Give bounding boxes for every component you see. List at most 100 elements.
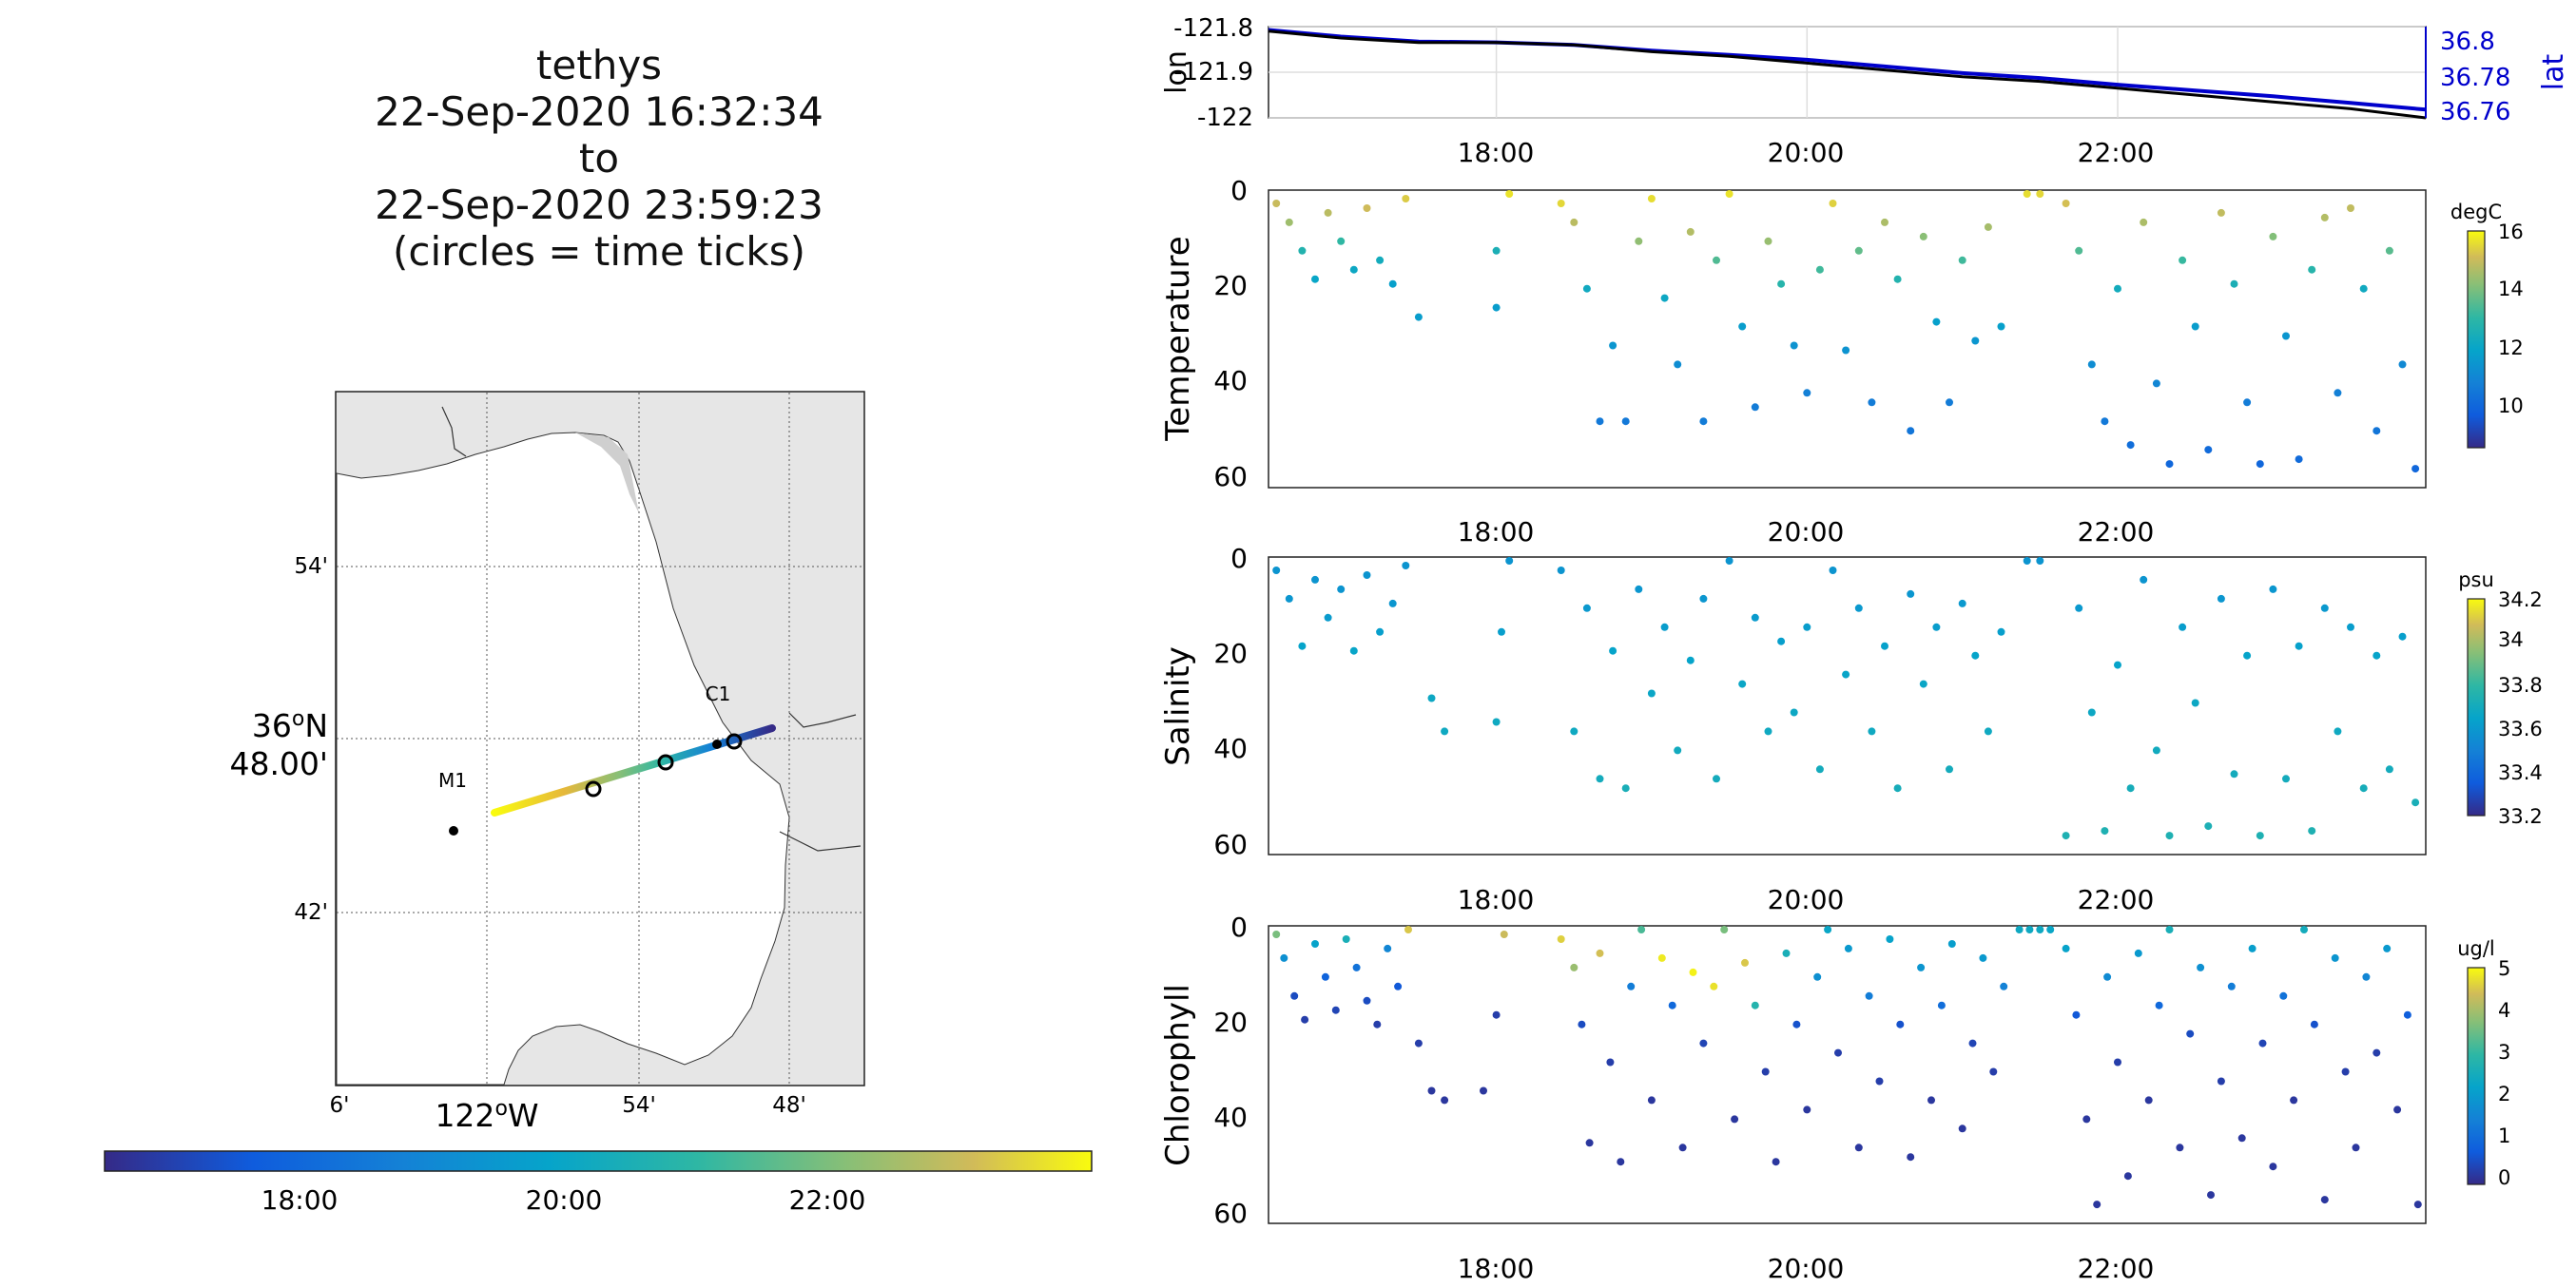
scatter-point (2256, 832, 2264, 840)
lat-y-tick: 36.8 (2440, 28, 2495, 56)
scatter-point (2144, 1096, 2153, 1105)
scatter-point (1578, 1020, 1586, 1028)
scatter-point (2176, 1144, 2184, 1152)
scatter-point (1492, 246, 1501, 255)
scatter-point (2179, 623, 2187, 631)
scatter-point (2036, 557, 2044, 565)
scatter-point (2413, 1201, 2422, 1209)
depth-tick: 0 (1230, 543, 1248, 574)
colorbar-tick: 33.6 (2498, 718, 2543, 740)
scatter-point (2320, 1196, 2329, 1204)
scatter-point (2334, 727, 2342, 736)
coastline-shading (575, 433, 639, 513)
map-lon-label: 6' (330, 1093, 350, 1118)
scatter-point (1958, 599, 1966, 607)
salinity-points (1272, 557, 2420, 840)
x-tick: 18:00 (1458, 516, 1535, 548)
map-title-line: tethys (535, 42, 663, 88)
x-tick: 18:00 (1458, 884, 1535, 915)
depth-tick: 20 (1213, 638, 1248, 669)
temperature-colorbar (2467, 230, 2486, 449)
depth-tick: 0 (1230, 912, 1248, 943)
scatter-point (1557, 935, 1565, 943)
chlorophyll-colorbar (2467, 967, 2486, 1185)
scatter-point (2046, 926, 2055, 933)
scatter-point (2155, 1001, 2163, 1009)
scatter-point (2101, 827, 2109, 836)
scatter-point (1414, 313, 1423, 321)
scatter-point (1498, 627, 1505, 636)
river-east (788, 712, 857, 728)
colorbar-tick: 10 (2498, 394, 2524, 417)
scatter-point (2134, 949, 2142, 957)
scatter-point (2398, 360, 2407, 369)
scatter-point (1854, 246, 1863, 255)
scatter-point (2230, 279, 2238, 288)
vehicle-track (491, 724, 776, 817)
scatter-point (1741, 958, 1749, 967)
scatter-point (2347, 204, 2354, 212)
scatter-point (2398, 632, 2407, 641)
x-tick: 22:00 (2078, 137, 2155, 168)
scatter-point (1989, 1067, 1998, 1076)
scatter-point (1582, 604, 1591, 612)
scatter-point (2015, 926, 2024, 933)
map-lon-label: 54' (622, 1093, 656, 1118)
scatter-point (1427, 1086, 1436, 1095)
scatter-point (2258, 1039, 2267, 1048)
scatter-point (2403, 1010, 2411, 1019)
time-tick-circle (726, 733, 743, 750)
scatter-point (1751, 613, 1759, 622)
scatter-point (1388, 279, 1397, 288)
scatter-point (1331, 1006, 1340, 1014)
scatter-point (1342, 935, 1350, 943)
scatter-point (2179, 256, 2187, 264)
colorbar-tick: 0 (2498, 1166, 2510, 1189)
lonlat-grid (1269, 26, 2426, 119)
scatter-point (1699, 1039, 1708, 1048)
scatter-point (2308, 827, 2316, 836)
scatter-point (1997, 627, 2005, 636)
colorbar-tick: 2 (2498, 1083, 2510, 1105)
mooring-m1-marker (449, 826, 458, 836)
scatter-point (2320, 604, 2329, 612)
scatter-point (1505, 190, 1514, 198)
scatter-point (1311, 575, 1319, 584)
scatter-point (2373, 651, 2381, 660)
scatter-point (1907, 1153, 1915, 1162)
track-colorbar-tick: 18:00 (261, 1184, 339, 1216)
scatter-point (2093, 1201, 2101, 1209)
scatter-point (1349, 265, 1358, 274)
scatter-point (2140, 575, 2148, 584)
scatter-point (1997, 322, 2005, 331)
scatter-point (1647, 195, 1656, 202)
scatter-point (1790, 708, 1798, 717)
salinity-colorbar (2467, 598, 2486, 817)
scatter-point (1946, 398, 1953, 407)
scatter-point (1441, 727, 1449, 736)
scatter-point (2123, 1172, 2132, 1181)
scatter-point (1363, 996, 1371, 1005)
scatter-point (2300, 926, 2308, 933)
scatter-point (2165, 832, 2174, 840)
scatter-point (2114, 1058, 2121, 1067)
scatter-point (1917, 963, 1926, 971)
scatter-point (1777, 637, 1786, 645)
temperature-y-label: Temperature (1159, 236, 1197, 441)
scatter-point (2243, 398, 2252, 407)
scatter-point (1647, 1096, 1656, 1105)
map-title-line: 22-Sep-2020 16:32:34 (375, 88, 823, 135)
scatter-point (1782, 949, 1791, 957)
scatter-point (1725, 557, 1733, 565)
scatter-point (1815, 765, 1824, 774)
scatter-point (1298, 642, 1307, 650)
scatter-point (2269, 1163, 2277, 1171)
lon-y-tick: -121.8 (1173, 14, 1253, 43)
scatter-point (1402, 195, 1410, 202)
scatter-point (1441, 1096, 1449, 1105)
scatter-point (1627, 982, 1636, 990)
colorbar-tick: 16 (2498, 221, 2524, 243)
scatter-point (2320, 213, 2329, 221)
scatter-point (1384, 944, 1392, 952)
scatter-point (1854, 1144, 1863, 1152)
